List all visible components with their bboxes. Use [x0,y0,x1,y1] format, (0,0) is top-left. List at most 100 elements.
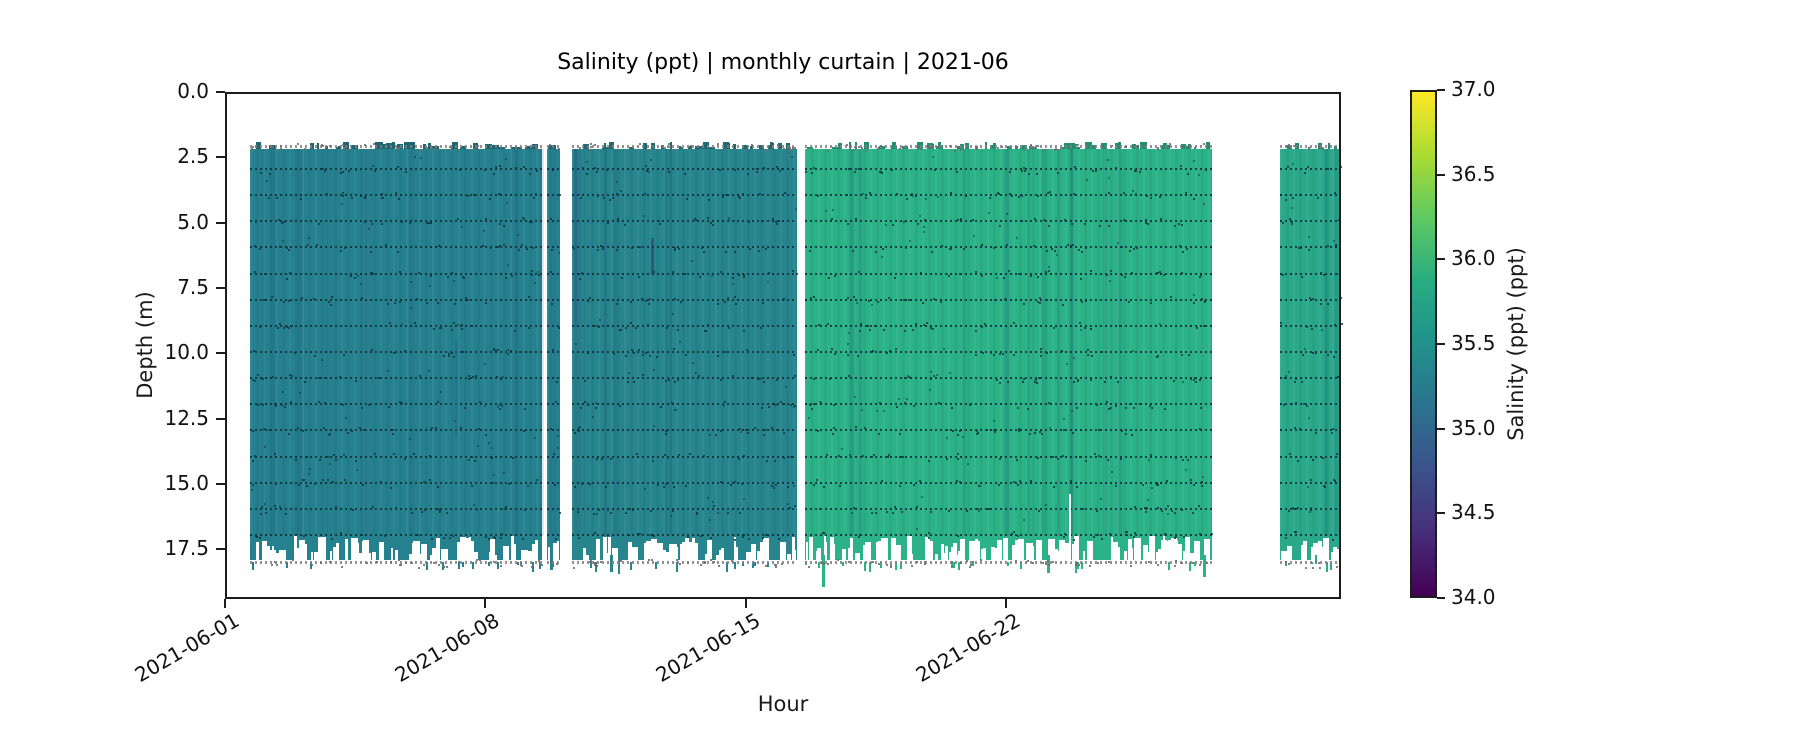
sensor-dot [1132,248,1135,251]
sensor-dot [498,407,501,410]
x-axis-label: Hour [757,692,809,716]
sensor-dot [770,485,773,488]
sensor-dot [468,378,471,381]
sensor-dot [1101,537,1104,540]
stray-dot [1048,427,1051,430]
sensor-dot [594,325,597,328]
comb-notch [1014,539,1021,560]
sensor-depth-line [1279,220,1341,223]
speckle-dot [969,565,972,568]
sensor-dot [1315,432,1318,435]
bed-droplet [629,561,632,571]
sensor-dot [903,402,906,405]
sensor-dot [1186,458,1189,461]
sensor-dot [1107,225,1110,228]
speckle-dot [959,562,962,565]
speckle-dot [997,146,1000,149]
sensor-dot [853,170,856,173]
comb-notch [875,541,881,560]
sensor-dot [1020,219,1023,222]
sensor-dot [620,276,623,279]
sensor-dot [867,299,870,302]
stray-dot [979,485,982,488]
stray-dot [925,198,928,201]
comb-notch [630,551,636,560]
sensor-dot [496,375,499,378]
stray-dot [946,436,949,439]
sensor-dot [501,405,504,408]
stray-dot [791,156,794,159]
x-tick-label: 2021-06-22 [911,608,1025,687]
sensor-dot [521,217,524,220]
sensor-dot [832,404,835,407]
stray-dot [527,484,530,487]
speckle-dot [791,147,794,150]
sensor-dot [673,297,676,300]
speckle-dot [375,561,378,564]
comb-notch [849,537,853,560]
bed-droplet [818,561,821,568]
surface-tooth [1100,146,1103,150]
sensor-dot [753,427,756,430]
speckle-dot [363,143,366,146]
surface-tooth [461,146,467,150]
comb-notch [681,541,687,560]
sensor-dot [733,168,736,171]
surface-tooth [708,147,715,150]
sensor-dot [794,505,797,508]
sensor-dot [655,355,658,358]
sensor-dot [1180,509,1183,512]
sensor-dot [446,276,449,279]
stray-dot [767,281,770,284]
bed-droplet [742,561,745,567]
sensor-dot [1336,273,1339,276]
comb-notch [611,547,619,560]
sensor-dot [1296,459,1299,462]
speckle-dot [1078,564,1081,567]
sensor-dot [257,404,260,407]
stray-dot [505,201,508,204]
stray-dot [473,503,476,506]
sensor-dot [649,510,652,513]
speckle-dot [1202,143,1205,146]
comb-notch [721,547,725,560]
sensor-dot [960,217,963,220]
sensor-dot [956,452,959,455]
sensor-dot [880,171,883,173]
sensor-dot [588,483,591,486]
sensor-dot [1158,195,1161,198]
sensor-depth-line [547,429,560,432]
sensor-depth-line [572,403,798,406]
sensor-dot [684,273,687,276]
comb-notch [627,542,632,560]
sensor-dot [1012,354,1015,357]
speckle-dot [852,149,855,152]
sensor-dot [749,247,752,250]
speckle-dot [849,144,852,147]
surface-speckle-row [572,144,798,148]
speckle-dot [549,560,552,563]
sensor-dot [530,274,533,277]
sensor-dot [494,166,497,169]
sensor-dot [1332,355,1335,358]
comb-notch [934,554,938,560]
sensor-dot [775,403,778,406]
comb-notch [344,539,348,560]
sensor-dot [477,428,480,431]
colorbar-tick-mark [1437,343,1445,345]
speckle-dot [678,563,681,566]
sensor-dot [1091,354,1094,357]
sensor-dot [278,506,281,509]
sensor-dot [1090,270,1093,273]
comb-notch [511,536,514,560]
sensor-dot [674,246,677,249]
speckle-dot [872,560,875,563]
stray-dot [921,496,924,499]
sensor-dot [670,401,673,404]
stray-dot [502,375,505,378]
sensor-dot [1285,533,1288,536]
sensor-dot [664,483,667,486]
sensor-dot [1097,429,1100,432]
sensor-dot [1121,274,1124,277]
stray-dot [643,487,646,490]
